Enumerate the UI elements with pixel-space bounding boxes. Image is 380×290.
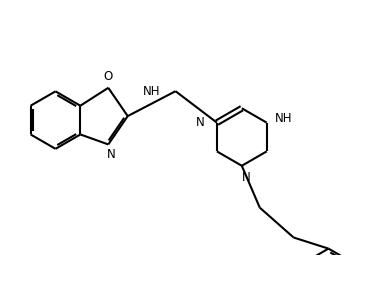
- Text: O: O: [104, 70, 113, 83]
- Text: NH: NH: [143, 85, 160, 98]
- Text: NH: NH: [275, 112, 292, 125]
- Text: N: N: [107, 148, 116, 162]
- Text: N: N: [196, 116, 205, 129]
- Text: N: N: [241, 171, 250, 184]
